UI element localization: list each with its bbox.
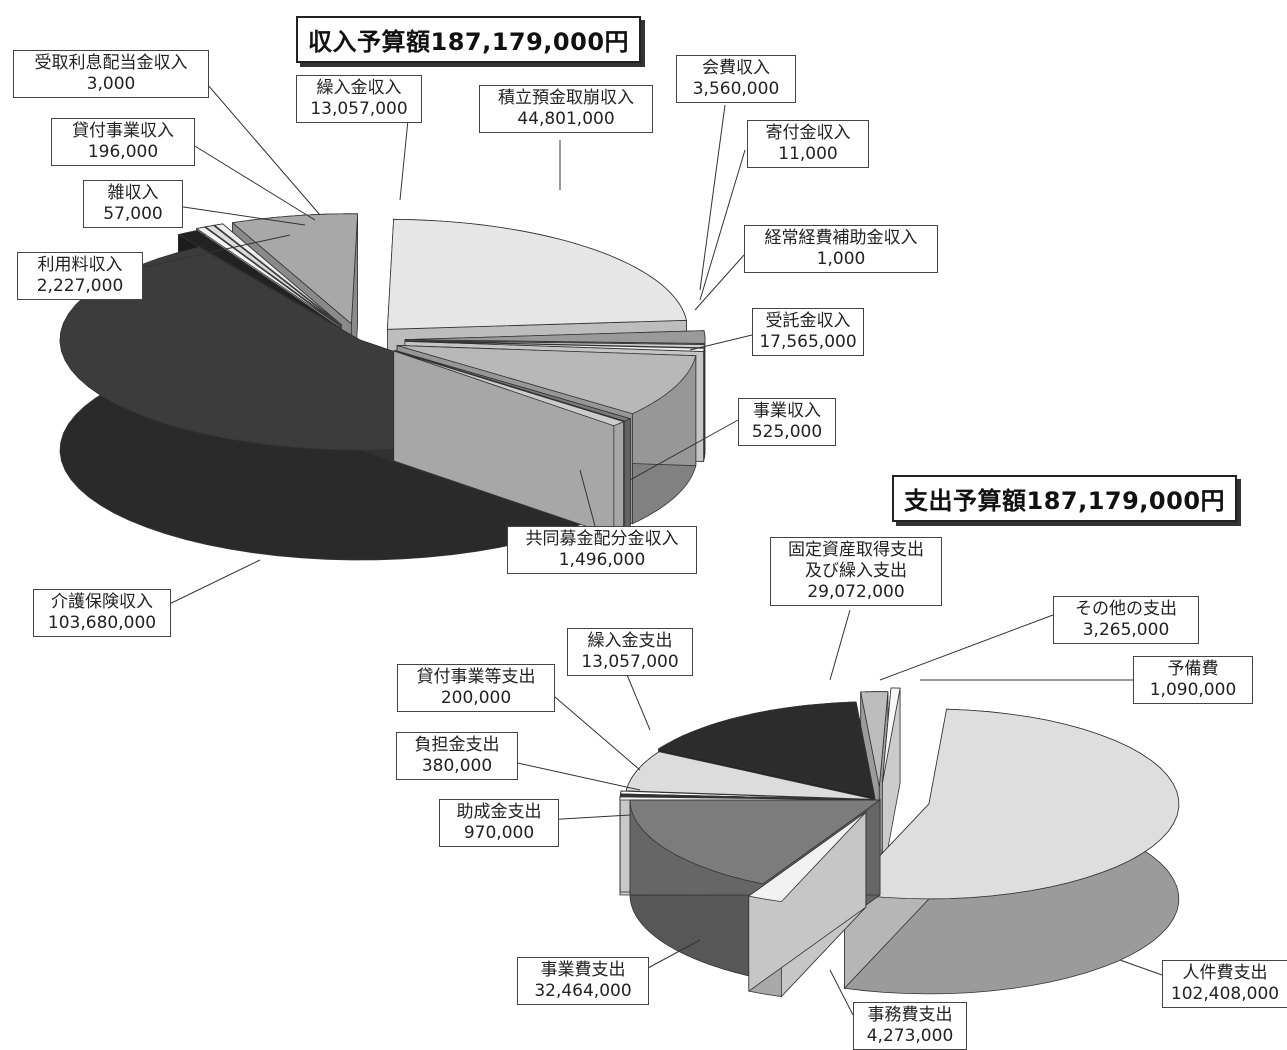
label-reserve-fund: 予備費 1,090,000 [1133,656,1253,704]
leader-line-5 [699,149,746,301]
label-subsidy-income: 経常経費補助金収入 1,000 [744,225,938,273]
leader-line-10 [629,419,739,481]
leader-line-15 [624,669,651,731]
leader-line-18 [503,759,641,791]
label-community-chest-income: 共同募金配分金収入 1,496,000 [507,526,697,574]
label-nursing-care-insurance-income: 介護保険収入 103,680,000 [33,589,171,637]
expense-slice-0 [843,708,1180,995]
label-personnel-expense: 人件費支出 102,408,000 [1162,960,1287,1008]
leader-line-22 [829,969,854,1016]
label-loan-business-expense: 貸付事業等支出 200,000 [397,664,555,712]
label-usage-fee-income: 利用料収入 2,227,000 [17,252,143,300]
label-other-expense: その他の支出 3,265,000 [1053,596,1199,644]
label-membership-income: 会費収入 3,560,000 [676,55,796,103]
label-fixed-asset-expense: 固定資産取得支出 及び繰入支出 29,072,000 [770,537,942,606]
leader-line-17 [540,684,641,771]
leader-line-3 [699,104,726,291]
leader-line-0 [194,69,321,216]
label-loan-business-income: 貸付事業収入 196,000 [51,118,195,166]
leader-line-7 [694,254,745,311]
leader-line-13 [829,609,851,681]
leader-line-9 [689,334,753,351]
label-business-income: 事業収入 525,000 [738,398,836,446]
label-grant-expense: 助成金支出 970,000 [439,799,559,847]
label-interest-income: 受取利息配当金収入 3,000 [13,50,209,98]
leader-line-19 [544,814,631,821]
leader-line-6 [169,204,306,226]
leader-line-12 [156,559,261,611]
income-slice-6 [393,350,625,537]
label-reserve-withdrawal-income: 積立預金取崩収入 44,801,000 [479,85,653,133]
label-commission-income: 受託金収入 17,565,000 [752,308,864,356]
label-contribution-expense: 負担金支出 380,000 [396,732,518,780]
expense-title: 支出予算額187,179,000円 [892,475,1238,522]
label-misc-income: 雑収入 57,000 [83,180,183,228]
leader-line-21 [1119,959,1163,976]
leader-line-8 [129,234,291,271]
label-office-expense: 事務費支出 4,273,000 [853,1002,967,1050]
label-donation-income: 寄付金収入 11,000 [747,120,869,168]
expense-slice-9 [881,687,901,878]
label-program-expense: 事業費支出 32,464,000 [517,957,649,1005]
leader-line-14 [879,614,1054,681]
income-title: 収入予算額187,179,000円 [296,16,642,63]
expense-slice-1 [747,811,867,998]
leader-line-11 [579,469,596,527]
leader-line-4 [184,139,316,221]
label-transfer-expense: 繰入金支出 13,057,000 [567,628,693,676]
label-transfer-income: 繰入金収入 13,057,000 [296,75,422,123]
